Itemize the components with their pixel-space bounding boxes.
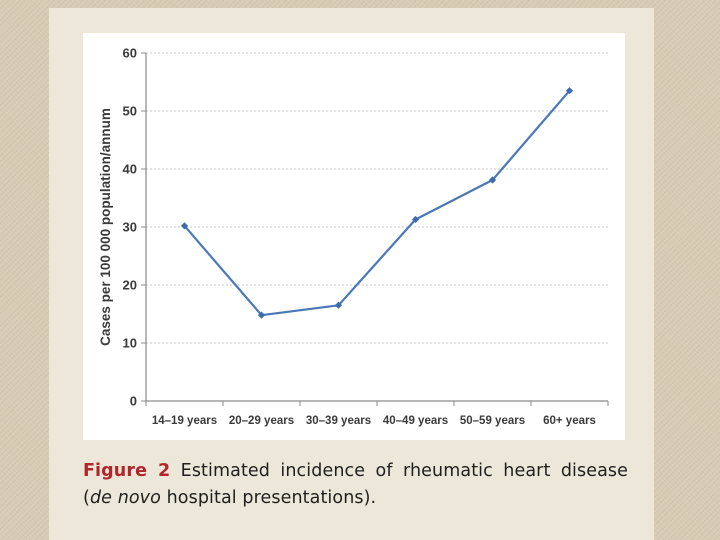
x-tick-label-5: 60+ years [543,415,596,427]
caption-text-3: hospital presentations). [160,488,377,508]
caption-italic-de: de [89,488,113,508]
line-chart: 0 10 20 30 40 50 60 14–19 years 20–29 years 30–39… [98,46,609,427]
chart-panel: 0 10 20 30 40 50 60 14–19 years 20–29 years 30–39… [83,33,625,440]
x-tick-label-0: 14–19 years [152,415,217,427]
caption-text-1: Estimated incidence of rheumatic heart d… [83,461,628,508]
data-point-0-5 [565,87,574,95]
x-tick-label-2: 30–39 years [306,415,371,427]
y-tick-label-30: 30 [123,220,137,235]
x-tick-label-3: 40–49 years [383,415,448,427]
y-tick-label-10: 10 [123,336,137,351]
data-point-0-3 [411,215,420,224]
y-tick-label-60: 60 [123,46,137,61]
data-point-0-2 [334,301,343,309]
data-point-0-0 [180,222,189,230]
figure-caption: Figure 2 Estimated incidence of rheumati… [83,458,628,512]
series-line-0 [183,89,571,317]
caption-italic-novo: novo [117,488,161,508]
y-tick-label-0: 0 [130,394,137,409]
figure-label: Figure 2 [83,461,171,481]
y-axis-label: Cases per 100 000 population/annum [98,108,113,346]
data-point-0-1 [257,311,266,319]
x-tick-label-4: 50–59 years [460,415,525,427]
data-point-0-4 [488,176,497,184]
y-tick-label-20: 20 [123,278,137,293]
y-tick-label-50: 50 [123,104,137,119]
x-tick-label-1: 20–29 years [229,415,294,427]
y-tick-label-40: 40 [123,162,137,177]
